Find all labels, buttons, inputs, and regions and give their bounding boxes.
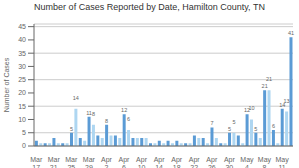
svg-text:30: 30 <box>18 63 26 70</box>
svg-text:13: 13 <box>284 98 290 104</box>
svg-text:35: 35 <box>18 50 26 57</box>
svg-text:20: 20 <box>18 89 26 96</box>
svg-text:14: 14 <box>279 101 286 108</box>
svg-text:8: 8 <box>92 111 95 117</box>
svg-text:May11: May11 <box>275 156 289 168</box>
svg-text:25: 25 <box>18 76 26 83</box>
svg-text:41: 41 <box>288 30 291 36</box>
svg-text:Apr22: Apr22 <box>189 156 201 168</box>
svg-text:15: 15 <box>18 103 26 110</box>
svg-text:Mar25: Mar25 <box>65 156 78 168</box>
svg-text:Apr26: Apr26 <box>206 156 218 168</box>
svg-text:21: 21 <box>266 76 272 82</box>
svg-text:5: 5 <box>228 126 231 132</box>
svg-text:Mar21: Mar21 <box>48 156 61 168</box>
svg-text:21: 21 <box>262 83 268 89</box>
svg-text:May8: May8 <box>258 156 272 168</box>
svg-text:5: 5 <box>232 119 235 125</box>
svg-text:Mar29: Mar29 <box>83 156 96 168</box>
svg-text:10: 10 <box>248 105 254 111</box>
svg-text:Apr14: Apr14 <box>154 156 166 168</box>
svg-text:10: 10 <box>18 116 26 123</box>
html-text:Number of Cases Reported by Da: Number of Cases Reported by Date, Hamilt… <box>34 2 265 12</box>
svg-text:45: 45 <box>18 23 26 30</box>
svg-text:12: 12 <box>244 107 251 114</box>
svg-text:7: 7 <box>210 120 213 126</box>
svg-text:Apr6: Apr6 <box>119 156 131 168</box>
svg-text:12: 12 <box>121 107 127 113</box>
svg-text:Mar17: Mar17 <box>30 156 43 168</box>
svg-text:Apr2: Apr2 <box>101 156 113 168</box>
svg-text:Apr30: Apr30 <box>224 156 236 168</box>
svg-text:14: 14 <box>73 95 79 101</box>
svg-text:Apr18: Apr18 <box>171 156 183 168</box>
svg-text:Number of Cases: Number of Cases <box>8 57 10 112</box>
svg-text:5: 5 <box>22 129 26 136</box>
svg-text:8: 8 <box>105 118 108 124</box>
svg-text:0: 0 <box>22 142 26 149</box>
svg-text:6: 6 <box>127 116 130 122</box>
svg-text:Apr10: Apr10 <box>136 156 148 168</box>
svg-text:May4: May4 <box>240 156 254 168</box>
svg-text:40: 40 <box>18 36 26 43</box>
svg-text:5: 5 <box>254 126 257 132</box>
svg-text:11: 11 <box>86 109 92 116</box>
svg-text:6: 6 <box>272 123 275 129</box>
svg-text:5: 5 <box>70 126 73 132</box>
